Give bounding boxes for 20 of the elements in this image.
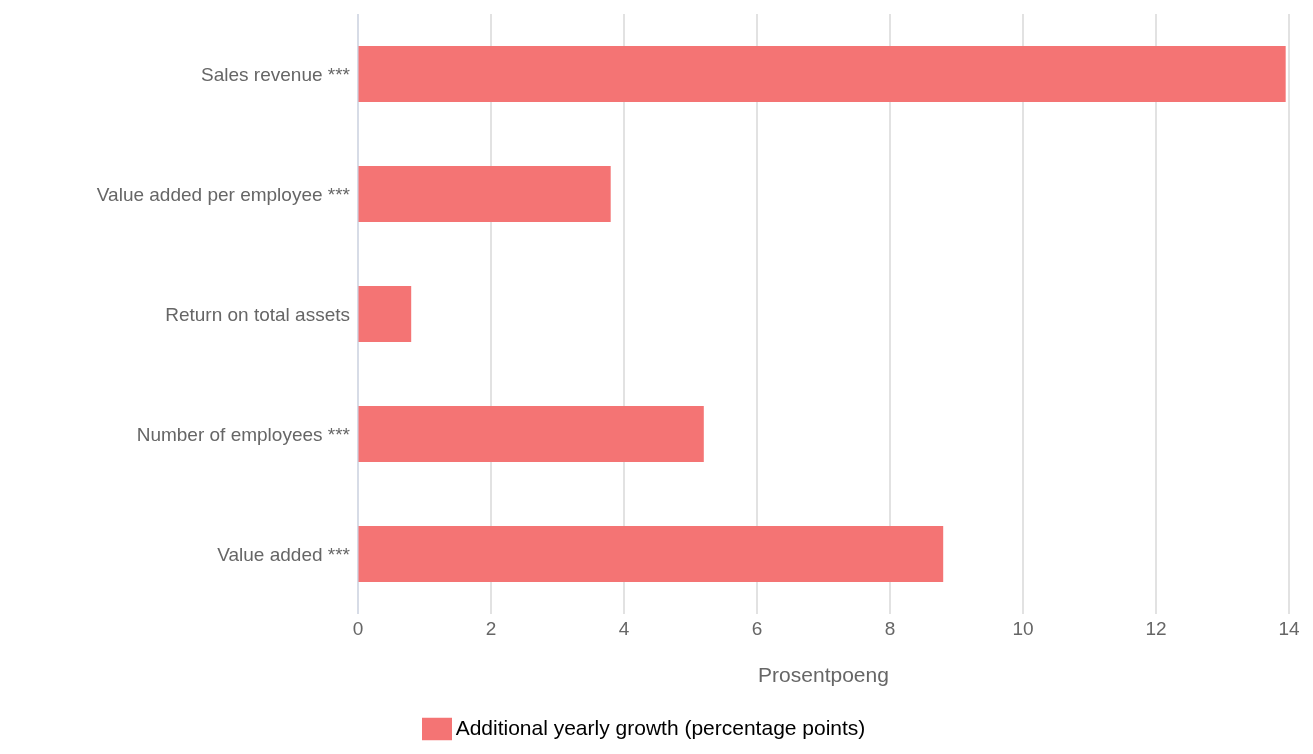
y-tick-label: Value added *** [217,543,351,565]
x-tick-label: 12 [1145,618,1167,640]
x-tick-label: 14 [1278,618,1300,640]
y-tick-label: Value added per employee *** [96,183,351,205]
legend-label: Additional yearly growth (percentage points) [455,715,866,739]
bar [358,406,704,462]
y-tick-label: Number of employees *** [136,423,351,445]
bar [358,46,1286,102]
x-tick-label: 4 [618,618,630,640]
bar [358,526,944,582]
y-tick-label: Return on total assets [165,303,350,325]
x-tick-label: 0 [352,618,364,640]
bar [358,286,412,342]
x-tick-label: 6 [751,618,763,640]
x-tick-label: 2 [485,618,497,640]
x-axis-title: Prosentpoeng [758,663,889,686]
x-tick-label: 10 [1012,618,1034,640]
bar [358,166,611,222]
y-tick-label: Sales revenue *** [201,63,351,85]
x-tick-label: 8 [884,618,896,640]
